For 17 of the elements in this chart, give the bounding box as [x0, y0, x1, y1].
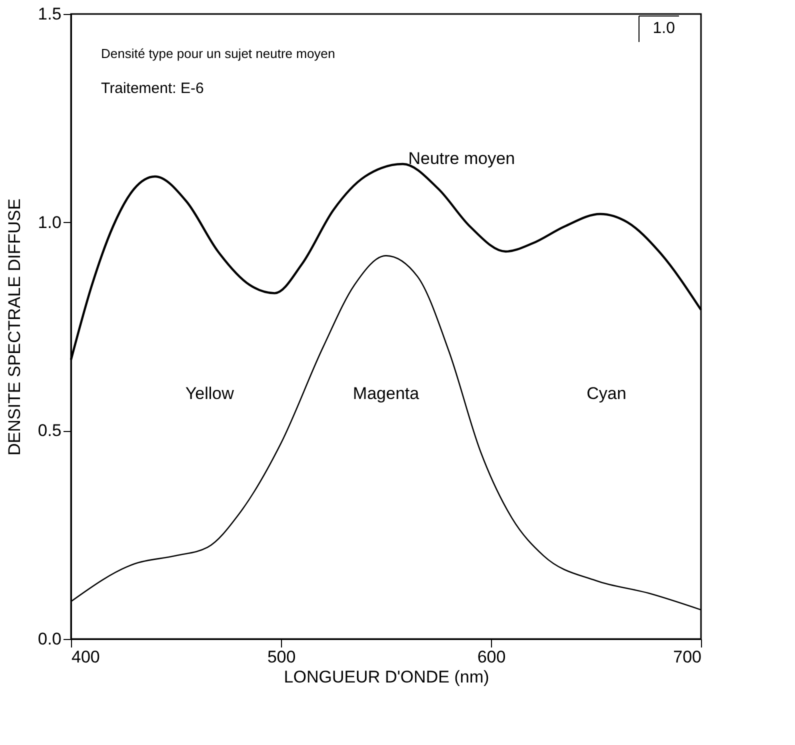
x-tick-label: 600: [477, 648, 506, 666]
annotation: Cyan: [586, 384, 626, 403]
y-tick-label: 1.5: [38, 4, 62, 24]
x-tick-label: 400: [72, 648, 100, 666]
annotation: Neutre moyen: [408, 149, 515, 168]
x-tick-label: 500: [267, 648, 296, 666]
y-tick-label: 0.5: [38, 421, 62, 440]
x-tick-label: 700: [673, 648, 702, 666]
annotation: Yellow: [185, 384, 235, 403]
annotation: Magenta: [352, 384, 420, 403]
annotation: Traitement: E-6: [101, 80, 204, 97]
annotation: Densité type pour un sujet neutre moyen: [101, 46, 336, 61]
x-axis-title: LONGUEUR D'ONDE (nm): [284, 668, 490, 686]
y-axis-title: DENSITE SPECTRALE DIFFUSE: [4, 198, 24, 456]
y-tick-label: 1.0: [38, 212, 62, 232]
annotation: 1.0: [652, 20, 676, 37]
y-tick-label: 0.0: [38, 630, 62, 648]
